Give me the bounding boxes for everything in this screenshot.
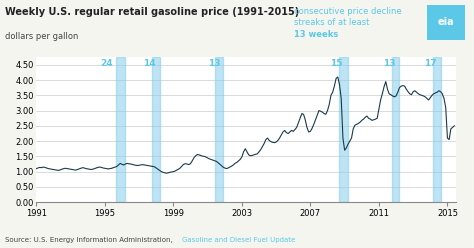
Text: 14: 14 [143,60,155,68]
Text: consecutive price decline
streaks of at least: consecutive price decline streaks of at … [294,7,401,27]
Bar [152,57,160,202]
Text: 17: 17 [424,60,437,68]
Text: Source: U.S. Energy Information Administration,: Source: U.S. Energy Information Administ… [5,237,175,243]
Text: 15: 15 [330,60,342,68]
Bar [433,57,440,202]
Text: 13 weeks: 13 weeks [294,30,338,39]
Text: 13: 13 [383,60,395,68]
Text: Gasoline and Diesel Fuel Update: Gasoline and Diesel Fuel Update [182,237,296,243]
Bar [338,57,348,202]
Text: eia: eia [437,17,454,27]
Text: 13: 13 [208,60,221,68]
Bar [215,57,223,202]
Bar [392,57,400,202]
Text: Weekly U.S. regular retail gasoline price (1991-2015): Weekly U.S. regular retail gasoline pric… [5,7,299,17]
Text: dollars per gallon: dollars per gallon [5,32,78,41]
Bar [116,57,125,202]
Text: 24: 24 [100,60,113,68]
